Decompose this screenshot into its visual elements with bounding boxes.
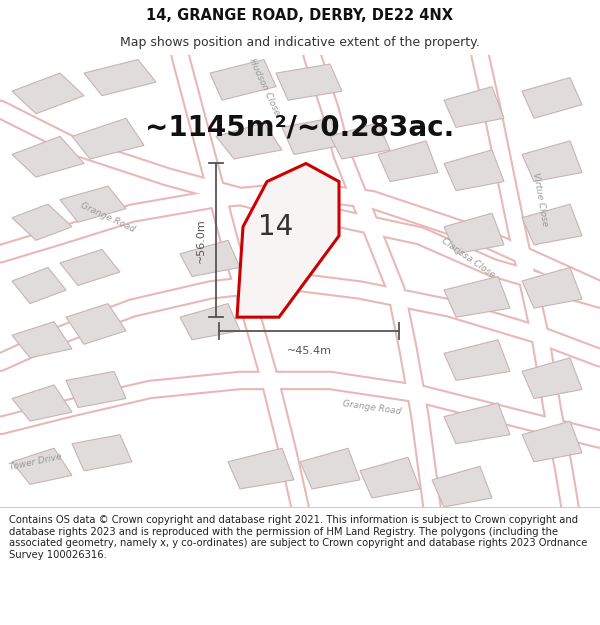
Polygon shape — [444, 276, 510, 317]
Polygon shape — [522, 141, 582, 181]
Polygon shape — [444, 87, 504, 128]
Polygon shape — [12, 73, 84, 114]
Polygon shape — [12, 136, 84, 177]
Polygon shape — [210, 59, 276, 100]
Polygon shape — [522, 204, 582, 245]
Polygon shape — [444, 403, 510, 444]
Polygon shape — [84, 59, 156, 96]
Polygon shape — [60, 249, 120, 286]
Text: ~45.4m: ~45.4m — [287, 346, 331, 356]
Polygon shape — [522, 268, 582, 308]
Polygon shape — [522, 358, 582, 399]
Polygon shape — [522, 421, 582, 462]
Polygon shape — [444, 150, 504, 191]
Text: 14: 14 — [257, 213, 293, 241]
Polygon shape — [276, 64, 342, 100]
Text: Map shows position and indicative extent of the property.: Map shows position and indicative extent… — [120, 36, 480, 49]
Polygon shape — [12, 448, 72, 484]
Text: Grange Road: Grange Road — [79, 201, 137, 234]
Polygon shape — [378, 141, 438, 181]
Polygon shape — [12, 204, 72, 241]
Text: Clarissa Close: Clarissa Close — [440, 237, 496, 280]
Text: Tower Drive: Tower Drive — [9, 452, 63, 472]
Text: Hudson Close: Hudson Close — [247, 57, 281, 116]
Polygon shape — [444, 213, 504, 254]
Polygon shape — [216, 122, 282, 159]
Text: Grange Road: Grange Road — [342, 399, 402, 416]
Polygon shape — [66, 371, 126, 408]
Polygon shape — [180, 304, 240, 340]
Text: ~56.0m: ~56.0m — [196, 218, 206, 262]
Polygon shape — [72, 434, 132, 471]
Polygon shape — [522, 78, 582, 118]
Polygon shape — [180, 241, 240, 276]
Polygon shape — [72, 118, 144, 159]
Polygon shape — [360, 458, 420, 498]
Polygon shape — [432, 466, 492, 507]
Text: Contains OS data © Crown copyright and database right 2021. This information is : Contains OS data © Crown copyright and d… — [9, 515, 587, 560]
Polygon shape — [12, 385, 72, 421]
Text: Virtue Close: Virtue Close — [531, 172, 549, 227]
Polygon shape — [228, 448, 294, 489]
Polygon shape — [237, 164, 339, 317]
Polygon shape — [300, 448, 360, 489]
Polygon shape — [66, 304, 126, 344]
Polygon shape — [60, 186, 126, 222]
Text: 14, GRANGE ROAD, DERBY, DE22 4NX: 14, GRANGE ROAD, DERBY, DE22 4NX — [146, 8, 454, 23]
Text: ~1145m²/~0.283ac.: ~1145m²/~0.283ac. — [145, 113, 455, 141]
Polygon shape — [12, 322, 72, 358]
Polygon shape — [282, 118, 342, 154]
Polygon shape — [444, 340, 510, 381]
Polygon shape — [12, 268, 66, 304]
Polygon shape — [330, 122, 390, 159]
